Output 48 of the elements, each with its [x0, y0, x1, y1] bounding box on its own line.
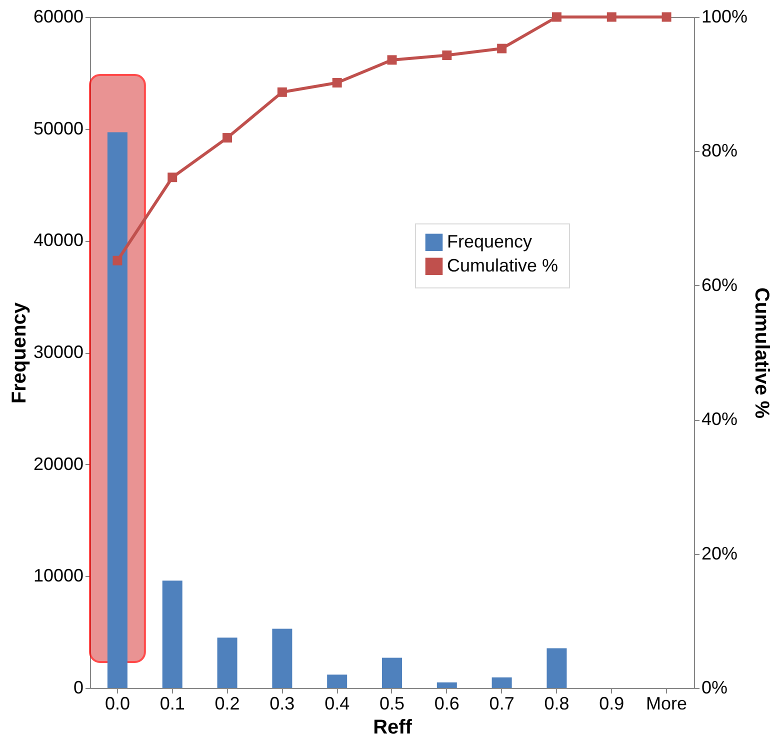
x-tick-label: 0.1 [160, 694, 185, 714]
y-tick-label: 40000 [33, 230, 84, 250]
point [387, 55, 397, 65]
point [222, 133, 232, 143]
bar [546, 648, 567, 688]
y-tick-label: 50000 [33, 118, 84, 138]
y2-tick-label: 20% [702, 543, 738, 564]
x-tick-label: More [646, 694, 688, 714]
x-axis-title: Reff [373, 716, 412, 738]
bar [162, 580, 182, 688]
y-tick-label: 30000 [33, 342, 84, 362]
x-tick-label: 0.3 [270, 694, 295, 714]
y2-tick-label: 80% [702, 140, 738, 161]
legend-label: Frequency [447, 231, 532, 252]
point [442, 50, 452, 60]
point [552, 12, 562, 22]
x-tick-label: 0.2 [214, 694, 240, 714]
y2-tick-label: 60% [702, 274, 738, 295]
y-tick-label: 10000 [33, 566, 84, 586]
y-tick-label: 0 [73, 678, 84, 698]
point [662, 12, 672, 22]
x-tick-label: 0.9 [599, 694, 624, 714]
x-tick-label: 0.4 [324, 694, 350, 714]
y2-tick-label: 0% [702, 678, 728, 698]
bar [436, 682, 457, 688]
point [112, 256, 122, 266]
y-tick-label: 20000 [33, 454, 84, 474]
y2-tick-label: 100% [702, 6, 748, 26]
bar [272, 628, 292, 688]
bar [382, 658, 402, 688]
point [332, 78, 342, 88]
y-tick-label: 60000 [33, 6, 84, 26]
x-tick-label: 0.0 [104, 694, 130, 714]
point [168, 172, 178, 182]
bar [327, 674, 348, 688]
y-axis-title: Frequency [8, 302, 30, 404]
bar [492, 677, 512, 688]
legend-label: Cumulative % [447, 255, 558, 276]
point [497, 44, 507, 54]
bar [217, 638, 238, 688]
y2-axis-title: Cumulative % [750, 287, 773, 419]
y2-tick-label: 40% [702, 409, 738, 430]
point [606, 12, 616, 22]
point [277, 87, 287, 97]
x-tick-label: 0.7 [489, 694, 514, 714]
x-tick-label: 0.5 [379, 694, 405, 714]
x-tick-label: 0.6 [434, 694, 460, 714]
x-tick-label: 0.8 [544, 694, 570, 714]
